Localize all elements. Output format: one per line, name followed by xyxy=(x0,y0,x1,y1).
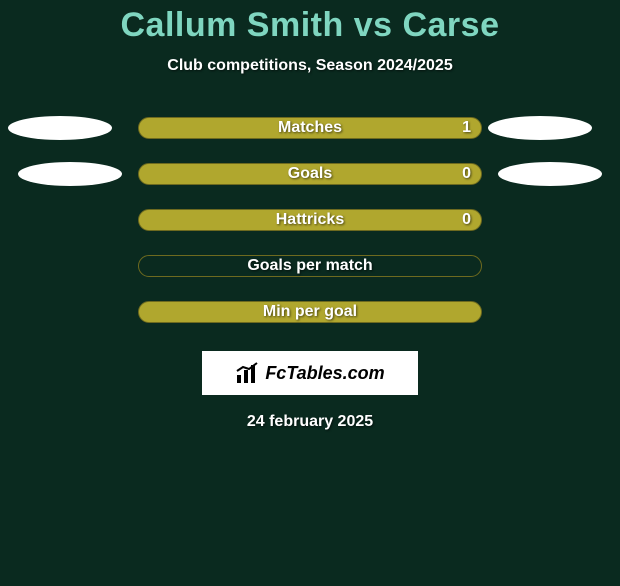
stat-row: Hattricks 0 xyxy=(0,209,620,231)
logo-box: FcTables.com xyxy=(202,351,418,395)
stat-bar: Min per goal xyxy=(138,301,482,323)
left-ellipse xyxy=(18,162,122,186)
stat-row: Matches 1 xyxy=(0,117,620,139)
left-ellipse xyxy=(8,116,112,140)
stat-rows: Matches 1 Goals 0 Hattricks 0 Goals per match M… xyxy=(0,117,620,323)
subtitle: Club competitions, Season 2024/2025 xyxy=(0,57,620,75)
page-title: Callum Smith vs Carse xyxy=(0,6,620,45)
stat-label: Hattricks xyxy=(276,211,344,229)
date-label: 24 february 2025 xyxy=(0,413,620,431)
logo-text: FcTables.com xyxy=(265,363,384,384)
right-ellipse xyxy=(488,116,592,140)
stat-row: Min per goal xyxy=(0,301,620,323)
stat-bar: Goals 0 xyxy=(138,163,482,185)
stat-label: Goals per match xyxy=(247,257,372,275)
right-ellipse xyxy=(498,162,602,186)
stat-bar: Goals per match xyxy=(138,255,482,277)
bar-chart-icon xyxy=(235,361,259,385)
stat-bar: Matches 1 xyxy=(138,117,482,139)
stat-label: Goals xyxy=(288,165,332,183)
stat-bar: Hattricks 0 xyxy=(138,209,482,231)
stat-row: Goals per match xyxy=(0,255,620,277)
stat-label: Matches xyxy=(278,119,342,137)
stat-right-value: 1 xyxy=(462,119,471,137)
stat-right-value: 0 xyxy=(462,165,471,183)
stat-label: Min per goal xyxy=(263,303,357,321)
stat-row: Goals 0 xyxy=(0,163,620,185)
stat-right-value: 0 xyxy=(462,211,471,229)
